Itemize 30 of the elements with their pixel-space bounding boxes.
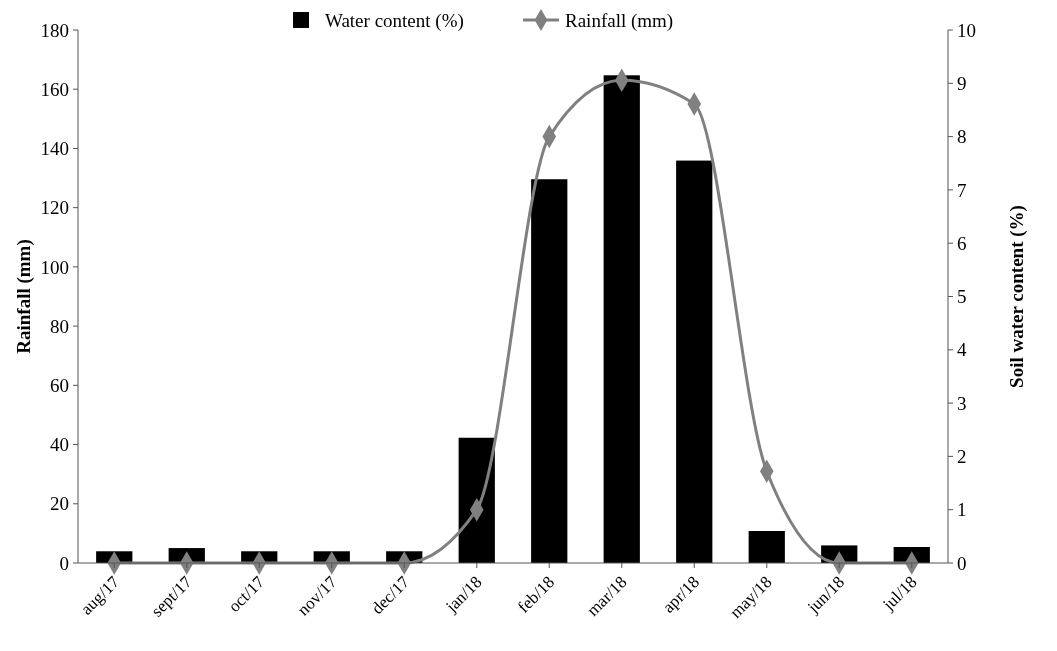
bar <box>458 437 495 563</box>
bar <box>603 75 640 563</box>
y2-tick-label: 6 <box>957 232 967 254</box>
y2-tick-label: 7 <box>957 179 967 201</box>
y2-tick-label: 9 <box>957 72 967 94</box>
y-tick-label: 120 <box>40 197 69 219</box>
legend-label: Rainfall (mm) <box>565 9 674 32</box>
bar <box>748 531 785 563</box>
y2-axis-title: Soil water content (%) <box>1006 205 1028 388</box>
bar <box>676 160 713 563</box>
y-tick-label: 20 <box>50 493 69 515</box>
y2-tick-label: 0 <box>957 552 967 574</box>
bar <box>531 179 568 563</box>
y-tick-label: 100 <box>40 256 69 278</box>
y-tick-label: 40 <box>50 434 69 456</box>
y-tick-label: 0 <box>59 552 69 574</box>
y-tick-label: 140 <box>40 138 69 160</box>
y-tick-label: 180 <box>40 19 69 41</box>
y2-tick-label: 8 <box>957 126 967 148</box>
y-tick-label: 60 <box>50 374 69 396</box>
y-tick-label: 160 <box>40 78 69 100</box>
legend-label: Water content (%) <box>325 9 464 32</box>
y2-tick-label: 5 <box>957 286 967 308</box>
y2-tick-label: 3 <box>957 392 967 414</box>
y2-tick-label: 2 <box>957 446 967 468</box>
y-axis-title: Rainfall (mm) <box>13 239 35 354</box>
y2-tick-label: 1 <box>957 499 967 521</box>
y-tick-label: 80 <box>50 315 69 337</box>
y2-tick-label: 4 <box>957 339 967 361</box>
y2-tick-label: 10 <box>957 19 976 41</box>
